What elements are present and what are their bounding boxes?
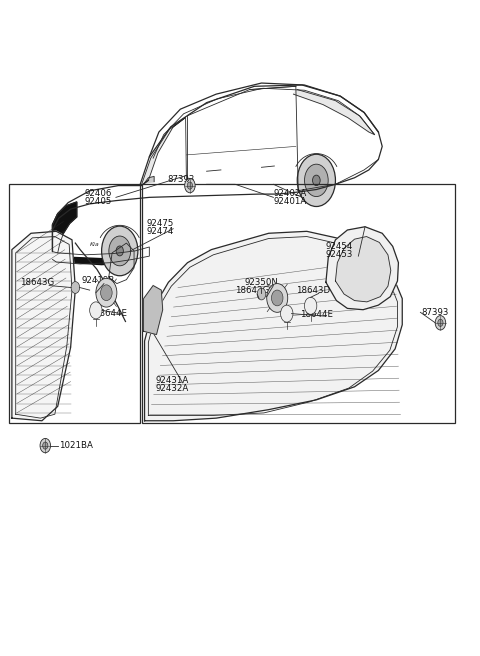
Circle shape: [281, 305, 293, 322]
Circle shape: [43, 442, 48, 449]
Circle shape: [257, 288, 266, 300]
Circle shape: [438, 319, 443, 327]
Text: 92474: 92474: [147, 227, 174, 236]
Text: Kia: Kia: [90, 242, 99, 247]
Text: 92406: 92406: [85, 189, 112, 198]
Circle shape: [101, 285, 112, 300]
Polygon shape: [293, 90, 374, 134]
Polygon shape: [336, 237, 391, 302]
Text: 92419B: 92419B: [82, 276, 115, 285]
Circle shape: [185, 178, 195, 193]
Text: 92453: 92453: [326, 250, 353, 258]
Text: 1021BA: 1021BA: [59, 441, 93, 450]
Circle shape: [267, 283, 288, 312]
Text: 92454: 92454: [326, 242, 353, 251]
Circle shape: [312, 175, 320, 186]
Polygon shape: [144, 285, 163, 335]
Text: 92405: 92405: [85, 197, 112, 206]
Text: 92431A: 92431A: [156, 376, 189, 385]
Text: 18642G: 18642G: [235, 286, 269, 295]
Bar: [142, 184, 455, 422]
Circle shape: [435, 316, 446, 330]
Text: 92432A: 92432A: [156, 384, 189, 392]
Circle shape: [109, 236, 131, 266]
Circle shape: [187, 182, 192, 189]
Text: 87393: 87393: [421, 308, 449, 317]
Circle shape: [304, 164, 328, 197]
Circle shape: [304, 297, 317, 314]
Text: 92475: 92475: [147, 219, 174, 228]
Polygon shape: [52, 202, 77, 253]
Polygon shape: [144, 176, 154, 183]
Circle shape: [297, 154, 336, 207]
Polygon shape: [144, 232, 402, 420]
Polygon shape: [141, 117, 185, 186]
Circle shape: [116, 246, 123, 256]
Circle shape: [96, 278, 117, 307]
Circle shape: [102, 226, 138, 276]
Circle shape: [40, 438, 50, 453]
Text: 18643G: 18643G: [21, 277, 55, 287]
Polygon shape: [326, 227, 398, 310]
Text: 18644E: 18644E: [95, 309, 128, 318]
Circle shape: [71, 281, 80, 293]
Text: 92402A: 92402A: [274, 189, 307, 198]
Polygon shape: [12, 232, 75, 420]
Polygon shape: [74, 257, 130, 264]
Bar: [9, 184, 140, 422]
Circle shape: [90, 302, 102, 319]
Text: 18644E: 18644E: [300, 310, 333, 319]
Text: 92401A: 92401A: [274, 197, 307, 206]
Circle shape: [272, 290, 283, 306]
Text: 92350N: 92350N: [245, 278, 279, 287]
Text: 18643D: 18643D: [296, 286, 330, 295]
Text: 87393: 87393: [168, 174, 195, 184]
